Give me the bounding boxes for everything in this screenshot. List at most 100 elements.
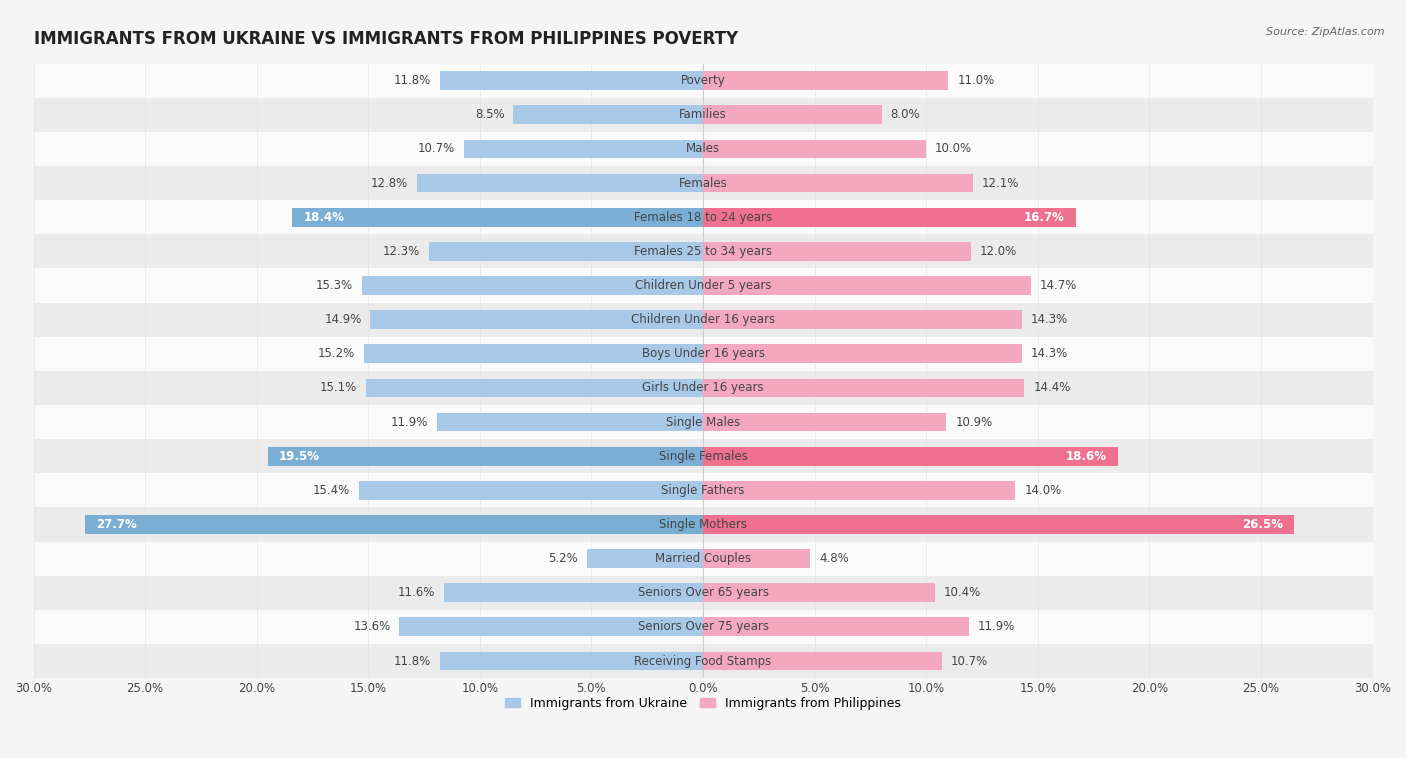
Text: IMMIGRANTS FROM UKRAINE VS IMMIGRANTS FROM PHILIPPINES POVERTY: IMMIGRANTS FROM UKRAINE VS IMMIGRANTS FR… <box>34 30 738 49</box>
Text: Single Females: Single Females <box>658 449 748 462</box>
Text: 11.8%: 11.8% <box>394 654 430 668</box>
Bar <box>703 412 946 431</box>
Text: Females 25 to 34 years: Females 25 to 34 years <box>634 245 772 258</box>
Text: 8.5%: 8.5% <box>475 108 505 121</box>
Text: 18.6%: 18.6% <box>1066 449 1107 462</box>
Text: 11.9%: 11.9% <box>391 415 429 428</box>
Text: 15.2%: 15.2% <box>318 347 354 360</box>
Text: 10.0%: 10.0% <box>935 143 972 155</box>
Text: Females: Females <box>679 177 727 190</box>
Text: 10.7%: 10.7% <box>418 143 456 155</box>
Bar <box>34 507 1372 541</box>
Text: Children Under 5 years: Children Under 5 years <box>634 279 772 292</box>
Text: Families: Families <box>679 108 727 121</box>
Bar <box>703 139 927 158</box>
Bar <box>464 139 703 158</box>
Bar <box>444 584 703 602</box>
Bar <box>267 446 703 465</box>
Text: 5.2%: 5.2% <box>548 552 578 565</box>
Text: 14.7%: 14.7% <box>1040 279 1077 292</box>
Bar <box>399 618 703 636</box>
Bar <box>437 412 703 431</box>
Bar <box>703 618 969 636</box>
Text: 12.8%: 12.8% <box>371 177 408 190</box>
Text: 12.0%: 12.0% <box>980 245 1017 258</box>
Bar <box>34 439 1372 473</box>
Bar <box>364 344 703 363</box>
Bar <box>34 609 1372 644</box>
Text: Females 18 to 24 years: Females 18 to 24 years <box>634 211 772 224</box>
Text: 11.0%: 11.0% <box>957 74 994 87</box>
Text: 12.1%: 12.1% <box>981 177 1019 190</box>
Bar <box>34 268 1372 302</box>
Bar <box>703 208 1076 227</box>
Text: 14.3%: 14.3% <box>1031 313 1069 326</box>
Text: 11.6%: 11.6% <box>398 586 436 600</box>
Text: 26.5%: 26.5% <box>1243 518 1284 531</box>
Text: Seniors Over 65 years: Seniors Over 65 years <box>637 586 769 600</box>
Bar <box>703 174 973 193</box>
Legend: Immigrants from Ukraine, Immigrants from Philippines: Immigrants from Ukraine, Immigrants from… <box>501 692 905 715</box>
Text: Married Couples: Married Couples <box>655 552 751 565</box>
Bar <box>34 337 1372 371</box>
Bar <box>371 310 703 329</box>
Text: 10.4%: 10.4% <box>943 586 981 600</box>
Bar <box>703 550 810 568</box>
Text: 16.7%: 16.7% <box>1024 211 1064 224</box>
Bar <box>34 132 1372 166</box>
Bar <box>84 515 703 534</box>
Text: 15.4%: 15.4% <box>314 484 350 496</box>
Bar <box>703 515 1295 534</box>
Bar <box>703 242 970 261</box>
Bar <box>34 302 1372 337</box>
Bar <box>366 378 703 397</box>
Bar <box>34 166 1372 200</box>
Text: 18.4%: 18.4% <box>304 211 344 224</box>
Text: Receiving Food Stamps: Receiving Food Stamps <box>634 654 772 668</box>
Text: 15.1%: 15.1% <box>319 381 357 394</box>
Text: 11.8%: 11.8% <box>394 74 430 87</box>
Bar <box>361 276 703 295</box>
Text: 19.5%: 19.5% <box>278 449 321 462</box>
Text: Girls Under 16 years: Girls Under 16 years <box>643 381 763 394</box>
Bar <box>703 276 1031 295</box>
Bar <box>34 644 1372 678</box>
Text: 8.0%: 8.0% <box>890 108 920 121</box>
Bar <box>360 481 703 500</box>
Bar <box>292 208 703 227</box>
Text: 11.9%: 11.9% <box>977 620 1015 634</box>
Text: Source: ZipAtlas.com: Source: ZipAtlas.com <box>1267 27 1385 36</box>
Text: 4.8%: 4.8% <box>820 552 849 565</box>
Text: Single Mothers: Single Mothers <box>659 518 747 531</box>
Text: Single Fathers: Single Fathers <box>661 484 745 496</box>
Bar <box>586 550 703 568</box>
Text: 27.7%: 27.7% <box>96 518 136 531</box>
Bar <box>703 105 882 124</box>
Bar <box>513 105 703 124</box>
Bar <box>440 652 703 670</box>
Bar <box>34 234 1372 268</box>
Text: 13.6%: 13.6% <box>353 620 391 634</box>
Text: 10.7%: 10.7% <box>950 654 988 668</box>
Bar <box>440 71 703 90</box>
Text: Boys Under 16 years: Boys Under 16 years <box>641 347 765 360</box>
Bar <box>418 174 703 193</box>
Text: 14.3%: 14.3% <box>1031 347 1069 360</box>
Text: 14.4%: 14.4% <box>1033 381 1070 394</box>
Bar <box>703 71 949 90</box>
Bar <box>429 242 703 261</box>
Bar <box>34 405 1372 439</box>
Text: Seniors Over 75 years: Seniors Over 75 years <box>637 620 769 634</box>
Text: Poverty: Poverty <box>681 74 725 87</box>
Bar <box>34 64 1372 98</box>
Bar <box>34 473 1372 507</box>
Bar <box>703 378 1025 397</box>
Text: 12.3%: 12.3% <box>382 245 419 258</box>
Text: Single Males: Single Males <box>666 415 740 428</box>
Bar <box>703 344 1022 363</box>
Bar <box>34 371 1372 405</box>
Bar <box>703 652 942 670</box>
Text: 15.3%: 15.3% <box>315 279 353 292</box>
Text: Males: Males <box>686 143 720 155</box>
Text: 14.9%: 14.9% <box>325 313 361 326</box>
